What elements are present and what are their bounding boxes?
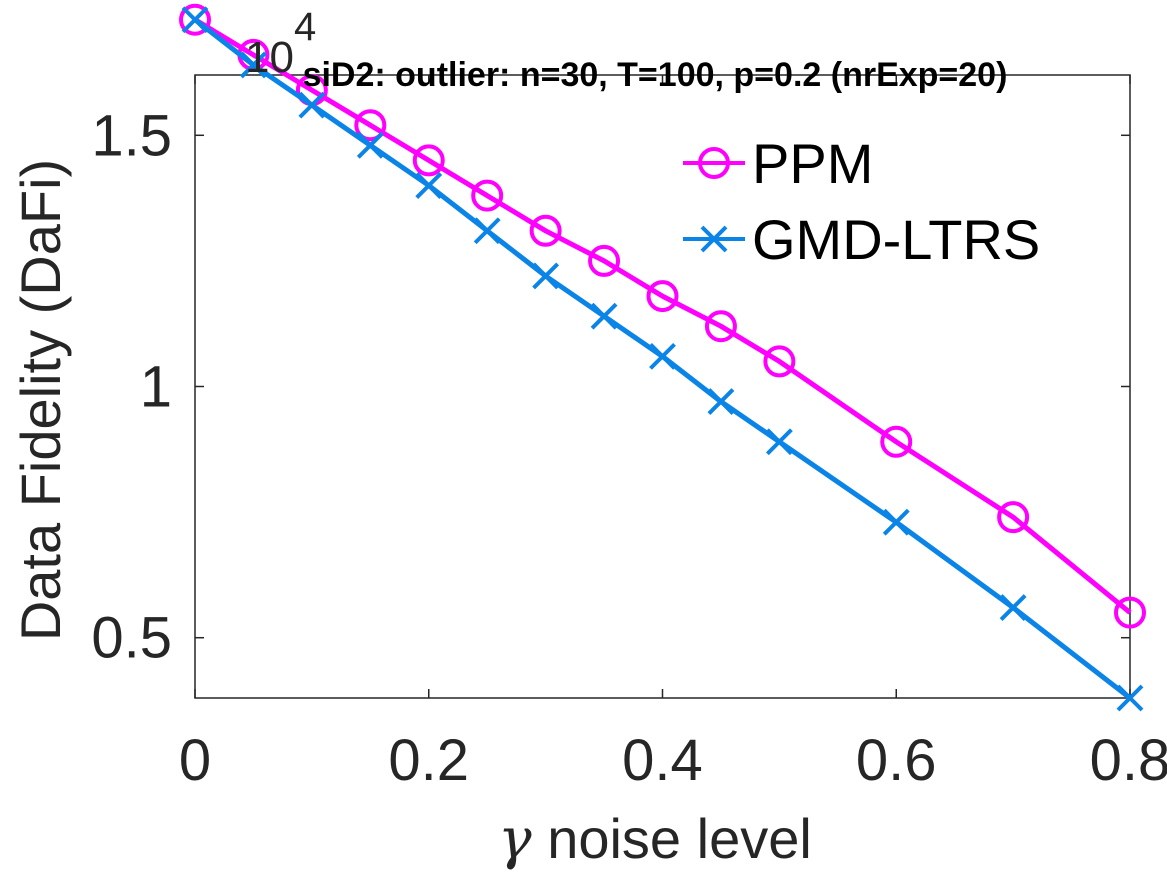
data-point [649, 342, 676, 370]
data-point [181, 6, 209, 34]
chart-title: siD2: outlier: n=30, T=100, p=0.2 (nrExp… [303, 56, 1008, 94]
data-point [707, 388, 735, 415]
y-tick-label: 1.5 [91, 103, 172, 168]
x-tick-label: 0.4 [622, 728, 703, 793]
data-point [532, 262, 560, 290]
data-point [590, 302, 618, 330]
data-point [471, 179, 504, 212]
data-point [179, 3, 211, 36]
data-point [880, 425, 913, 458]
data-point [588, 244, 621, 277]
data-point [763, 345, 796, 378]
legend-marker-ppm [698, 147, 730, 179]
series-0 [179, 3, 1146, 629]
data-point [298, 91, 326, 119]
x-axis-text: noise level [547, 807, 812, 870]
x-tick-label: 0.6 [856, 728, 937, 793]
y-exponent-power: 4 [294, 5, 316, 49]
data-point [997, 501, 1030, 534]
y-exponent: 104 [245, 5, 316, 82]
x-tick-label: 0.8 [1090, 728, 1167, 793]
data-point [412, 144, 445, 177]
data-point [704, 310, 737, 343]
tick-group: 0 0.2 0.4 0.6 0.8 0.5 1 1.5 [91, 75, 1167, 793]
series-1 [181, 6, 1144, 712]
legend-label-ppm: PPM [752, 132, 873, 195]
data-point [473, 217, 501, 245]
axes [194, 74, 1131, 699]
series-line [193, 17, 1132, 615]
x-tick-label: 0 [179, 728, 211, 793]
legend-marker-gmd [700, 225, 728, 253]
x-axis-symbol: γ [498, 807, 532, 872]
y-exponent-base: 10 [245, 33, 294, 82]
data-point [765, 428, 793, 456]
x-axis-label: γ noise level [498, 807, 812, 872]
data-point [1114, 596, 1146, 629]
data-point [999, 594, 1027, 621]
data-point [529, 214, 562, 247]
data-point [240, 51, 267, 79]
data-point [1116, 684, 1144, 712]
data-point [356, 131, 384, 159]
legend-label-gmd: GMD-LTRS [752, 208, 1040, 271]
series-line [193, 17, 1132, 700]
y-tick-label: 0.5 [91, 606, 172, 671]
legend: PPM GMD-LTRS [683, 132, 1040, 271]
series-group [179, 3, 1146, 712]
y-axis-label: Data Fidelity (DaFi) [9, 159, 72, 641]
data-point [354, 109, 387, 142]
x-tick-label: 0.2 [388, 728, 469, 793]
plot-box [194, 74, 1131, 699]
y-tick-label: 1 [140, 355, 172, 420]
data-point [882, 508, 910, 536]
data-point [646, 280, 679, 313]
data-point [415, 172, 443, 199]
